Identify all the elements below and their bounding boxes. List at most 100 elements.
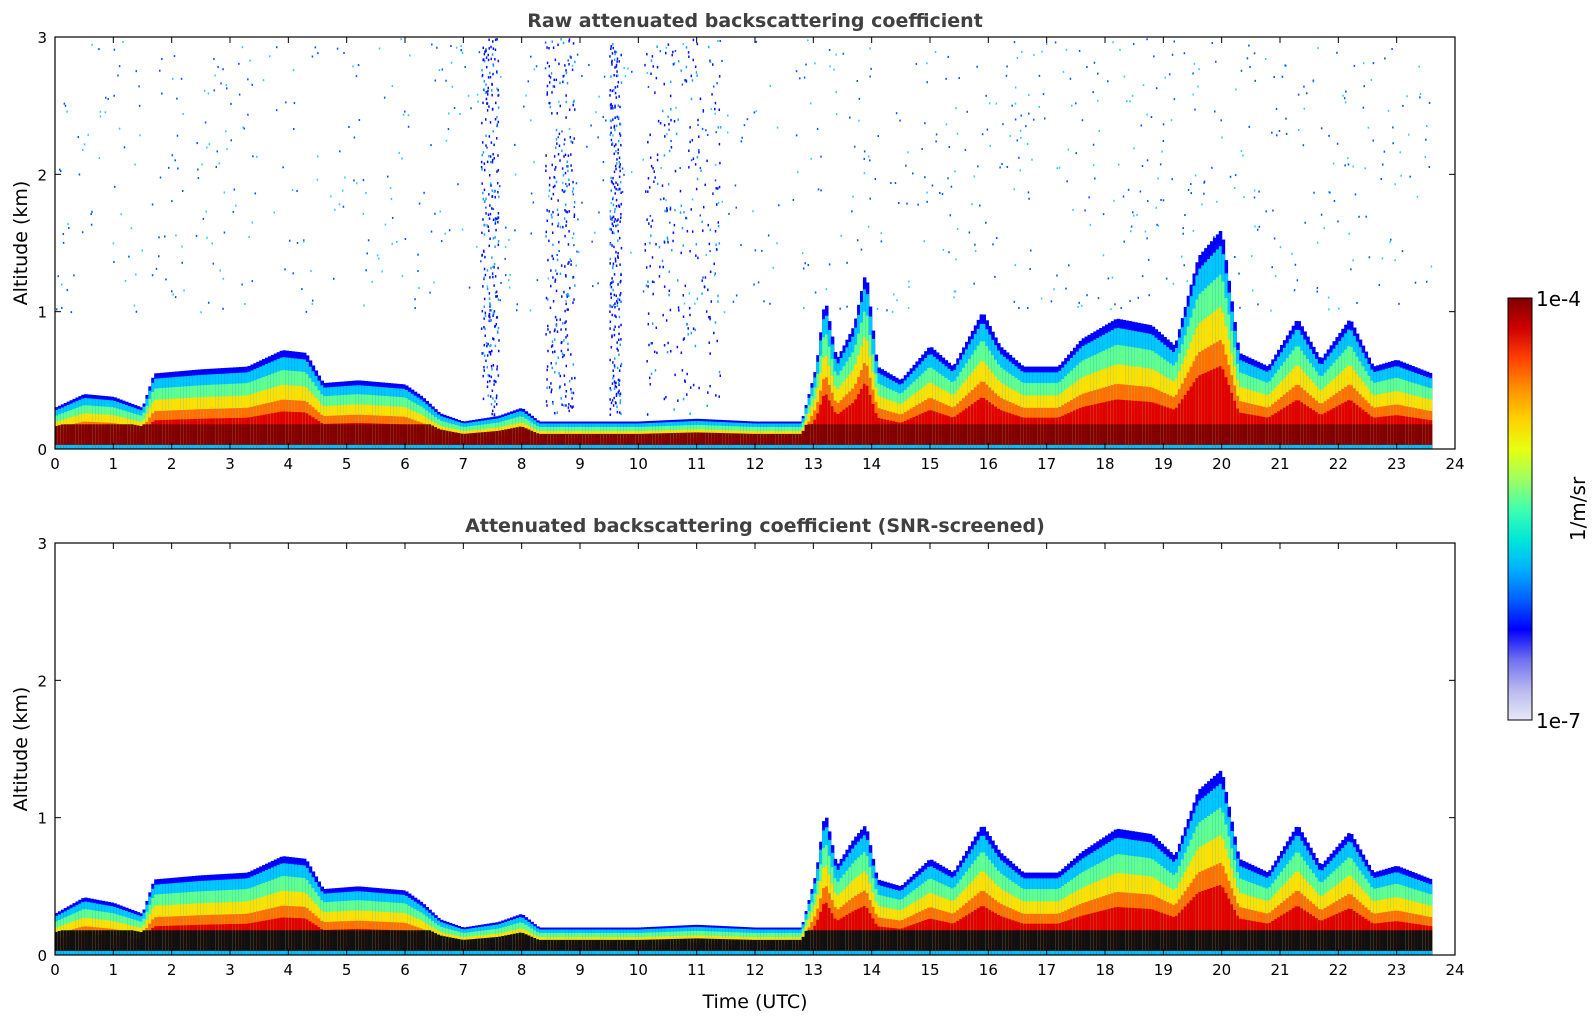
noise-speckle xyxy=(665,319,668,322)
noise-speckle xyxy=(1214,110,1216,113)
noise-speckle xyxy=(1146,113,1148,116)
surface-band xyxy=(693,444,698,449)
layer-core xyxy=(897,424,902,449)
noise-speckle xyxy=(968,231,971,234)
layer-core xyxy=(1142,424,1147,449)
noise-speckle xyxy=(489,182,492,185)
layer-core xyxy=(256,424,260,449)
surface-band xyxy=(737,444,742,449)
noise-speckle xyxy=(483,276,486,280)
layer-core xyxy=(294,424,298,449)
noise-speckle xyxy=(666,236,669,239)
noise-speckle xyxy=(1184,214,1186,217)
noise-speckle xyxy=(610,202,612,205)
noise-speckle xyxy=(494,58,496,61)
layer-core xyxy=(918,424,922,449)
noise-speckle xyxy=(1080,304,1083,307)
layer-core xyxy=(956,424,960,449)
layer-core xyxy=(358,424,362,449)
noise-speckle xyxy=(555,128,558,132)
surface-band xyxy=(139,444,144,449)
noise-speckle xyxy=(1160,198,1162,201)
noise-speckle xyxy=(694,163,697,166)
noise-speckle xyxy=(614,218,616,221)
surface-band xyxy=(574,444,578,449)
layer-core xyxy=(273,424,278,449)
noise-speckle xyxy=(610,106,612,110)
surface-band xyxy=(670,444,674,449)
surface-band xyxy=(250,444,254,449)
noise-speckle xyxy=(225,84,228,87)
noise-speckle xyxy=(673,223,676,227)
noise-speckle xyxy=(708,242,711,246)
noise-speckle xyxy=(707,45,710,49)
surface-band xyxy=(580,444,584,449)
noise-speckle xyxy=(470,107,472,110)
noise-speckle xyxy=(718,108,721,112)
noise-speckle xyxy=(618,236,621,240)
noise-speckle xyxy=(695,243,698,246)
layer-core xyxy=(55,425,59,449)
surface-band xyxy=(722,444,727,449)
noise-speckle xyxy=(846,261,848,264)
noise-speckle xyxy=(890,182,892,185)
noise-speckle xyxy=(612,176,614,180)
noise-speckle xyxy=(561,130,563,133)
noise-speckle xyxy=(669,308,672,312)
noise-speckle xyxy=(619,280,622,284)
noise-speckle xyxy=(497,239,500,243)
noise-speckle xyxy=(611,244,613,247)
layer-core xyxy=(1122,424,1127,449)
noise-speckle xyxy=(727,114,729,117)
noise-speckle xyxy=(57,275,59,278)
layer-core xyxy=(434,427,438,449)
noise-speckle xyxy=(555,146,557,149)
layer-core xyxy=(1023,424,1027,449)
noise-speckle xyxy=(564,265,566,268)
surface-band xyxy=(603,444,607,449)
noise-speckle xyxy=(691,230,694,233)
noise-speckle xyxy=(616,70,618,73)
noise-speckle xyxy=(1131,94,1134,97)
noise-speckle xyxy=(99,115,102,118)
surface-band xyxy=(122,444,126,449)
noise-speckle xyxy=(550,213,553,217)
noise-speckle xyxy=(664,209,666,213)
noise-speckle xyxy=(498,195,500,199)
surface-band xyxy=(1043,444,1048,449)
noise-speckle xyxy=(612,134,614,137)
layer-core xyxy=(145,424,149,449)
layer-core xyxy=(116,424,120,449)
noise-speckle xyxy=(1234,255,1236,258)
noise-speckle xyxy=(509,273,511,276)
layer-core xyxy=(440,429,444,449)
surface-band xyxy=(609,444,613,449)
noise-speckle xyxy=(612,303,615,307)
surface-band xyxy=(221,444,225,449)
noise-speckle xyxy=(708,315,710,319)
layer-core xyxy=(1107,424,1112,449)
noise-speckle xyxy=(1343,97,1346,100)
noise-speckle xyxy=(926,191,928,194)
layer-core xyxy=(1140,424,1144,449)
noise-speckle xyxy=(235,204,237,207)
layer-core xyxy=(113,424,117,449)
surface-band xyxy=(308,444,313,449)
noise-speckle xyxy=(708,341,710,344)
layer-core xyxy=(687,432,692,449)
noise-speckle xyxy=(954,170,956,173)
surface-band xyxy=(95,444,100,449)
layer-core xyxy=(650,433,654,449)
noise-speckle xyxy=(1394,259,1396,262)
noise-speckle xyxy=(586,145,588,148)
noise-speckle xyxy=(1243,196,1245,199)
noise-speckle xyxy=(618,156,621,160)
surface-band xyxy=(915,444,919,449)
layer-core xyxy=(1148,424,1153,449)
noise-speckle xyxy=(609,119,612,122)
noise-speckle xyxy=(663,123,666,127)
noise-speckle xyxy=(552,276,554,279)
noise-speckle xyxy=(362,179,365,182)
noise-speckle xyxy=(483,168,486,172)
noise-speckle xyxy=(1316,290,1319,293)
